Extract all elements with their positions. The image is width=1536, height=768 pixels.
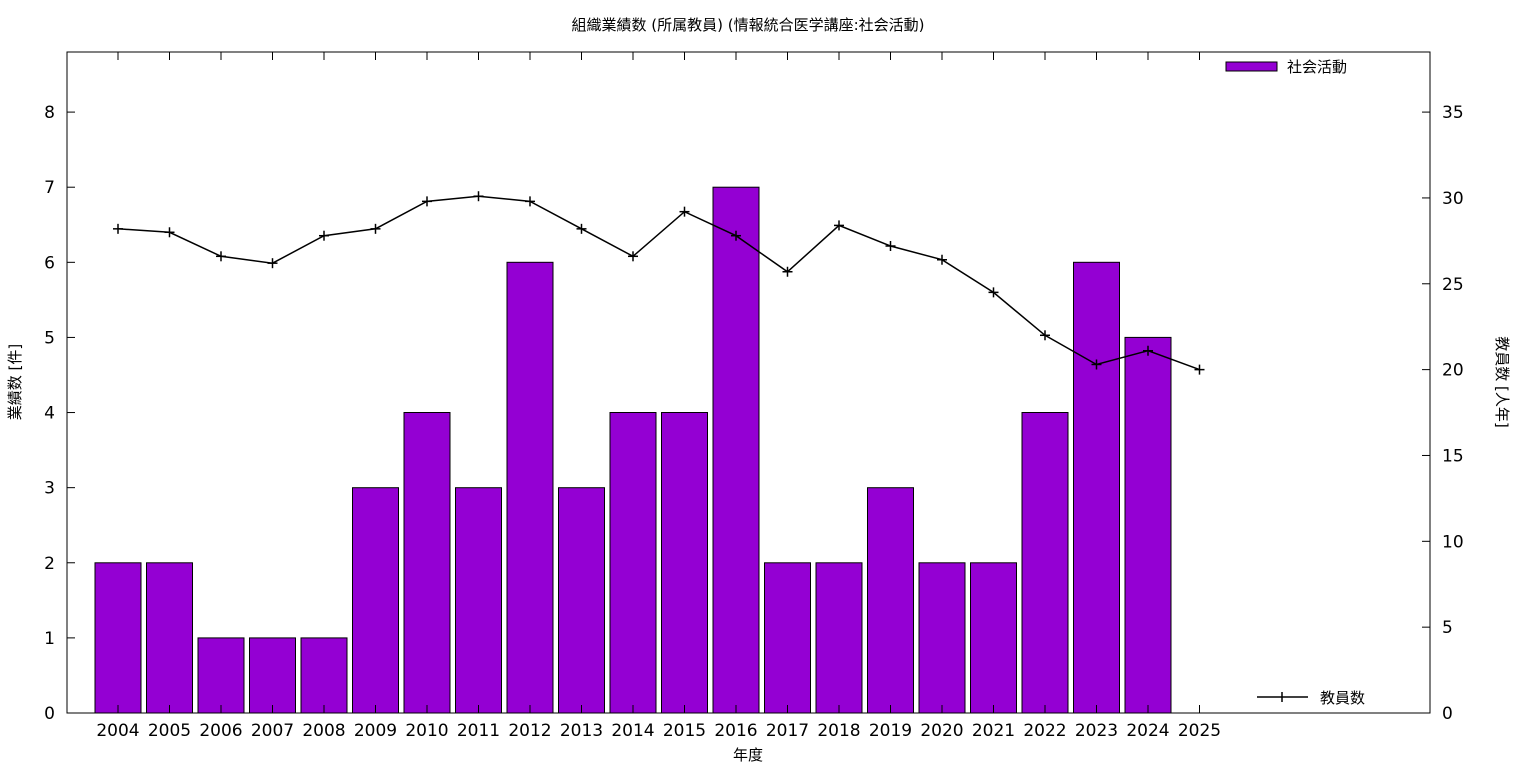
bar-2006: [197, 637, 245, 714]
x-tick-label: 2025: [1178, 721, 1221, 741]
line-point-2012: [525, 196, 535, 207]
bar-2005: [146, 562, 193, 714]
y-tick-label: 8: [44, 103, 55, 123]
legend-line-label: 教員数: [1320, 689, 1365, 707]
bar-2010: [403, 412, 451, 714]
y2-tick-label: 10: [1442, 532, 1464, 552]
legend-bar-label: 社会活動: [1287, 58, 1347, 76]
legend-line-entry: 教員数: [1257, 689, 1365, 707]
bar-2016: [712, 186, 760, 714]
line-point-2019: [885, 241, 896, 252]
chart-title: 組織業績数 (所属教員) (情報統合医学講座:社会活動): [571, 16, 924, 34]
line-point-2004: [113, 223, 123, 234]
line-point-2015: [679, 206, 690, 217]
line-point-2016: [731, 230, 741, 241]
y-tick-label: 2: [44, 554, 55, 574]
series-line: [117, 195, 1200, 371]
bar-2007: [249, 637, 296, 714]
line-point-2025: [1194, 364, 1205, 375]
x-tick-label: 2014: [611, 721, 654, 741]
x-tick-label: 2011: [457, 721, 500, 741]
x-tick-label: 2015: [663, 721, 706, 741]
x-tick-label: 2006: [199, 721, 242, 741]
y2-tick-label: 20: [1442, 361, 1464, 381]
bar-2013: [558, 487, 605, 714]
bar-2009: [352, 487, 399, 714]
x-tick-label: 2021: [972, 721, 1015, 741]
y-tick-label: 5: [44, 328, 55, 348]
line-point-2018: [834, 220, 844, 231]
y2-tick-label: 25: [1442, 275, 1464, 295]
line-point-2011: [473, 191, 484, 202]
x-tick-label: 2024: [1126, 721, 1169, 741]
x-tick-label: 2016: [714, 721, 757, 741]
line-point-2009: [370, 223, 381, 234]
x-tick-label: 2020: [920, 721, 963, 741]
bar-2018: [815, 562, 863, 714]
line-point-2008: [319, 230, 329, 241]
y2-tick-label: 5: [1442, 618, 1453, 638]
bar-2011: [455, 487, 502, 714]
bar-2020: [918, 562, 966, 714]
y2-tick-label: 0: [1442, 704, 1453, 724]
line-point-2007: [267, 258, 278, 269]
line-point-2023: [1091, 359, 1102, 370]
x-tick-label: 2018: [817, 721, 860, 741]
plot-frame: [66, 51, 1431, 714]
y-tick-label: 4: [44, 404, 55, 424]
y-axis-title: 業績数 [件]: [6, 344, 24, 420]
bar-2023: [1073, 261, 1120, 714]
x-tick-label: 2022: [1023, 721, 1066, 741]
bar-2012: [506, 261, 554, 714]
line-point-2006: [216, 251, 226, 262]
y-tick-label: 7: [44, 178, 55, 198]
y2-tick-label: 35: [1442, 103, 1464, 123]
bar-2004: [94, 562, 142, 714]
x-tick-label: 2010: [405, 721, 448, 741]
bar-2014: [609, 412, 657, 714]
y-tick-label: 6: [44, 253, 55, 273]
x-tick-label: 2013: [560, 721, 603, 741]
bar-2008: [300, 637, 348, 714]
line-point-2022: [1040, 330, 1050, 341]
x-tick-label: 2019: [869, 721, 912, 741]
line-point-2010: [422, 196, 432, 207]
x-tick-label: 2012: [508, 721, 551, 741]
x-tick-label: 2017: [766, 721, 809, 741]
x-tick-label: 2005: [148, 721, 191, 741]
y2-axis-title: 教員数 [人年]: [1493, 336, 1511, 427]
x-axis-title: 年度: [733, 746, 763, 764]
bar-2019: [867, 487, 914, 714]
line-point-2014: [628, 251, 638, 262]
y2-tick-label: 30: [1442, 189, 1464, 209]
x-tick-label: 2008: [302, 721, 345, 741]
bar-2021: [970, 562, 1017, 714]
x-tick-label: 2023: [1075, 721, 1118, 741]
bar-2015: [661, 412, 708, 714]
line-point-2024: [1143, 345, 1153, 356]
line-point-2017: [782, 266, 793, 277]
line-point-2005: [164, 227, 175, 238]
bar-2022: [1021, 412, 1069, 714]
line-point-2013: [576, 223, 587, 234]
line-point-2020: [937, 254, 947, 265]
bar-2017: [764, 562, 811, 714]
line-layer: [113, 191, 1205, 375]
legend-bar-swatch: [1225, 61, 1278, 72]
x-tick-label: 2009: [354, 721, 397, 741]
line-point-2021: [988, 287, 999, 298]
bar-2024: [1124, 336, 1172, 714]
y-tick-label: 3: [44, 479, 55, 499]
legend-bar-entry: 社会活動: [1225, 58, 1347, 76]
bars-layer: [94, 186, 1172, 714]
x-tick-label: 2007: [251, 721, 294, 741]
x-tick-label: 2004: [96, 721, 139, 741]
y2-tick-label: 15: [1442, 446, 1464, 466]
y-tick-label: 1: [44, 629, 55, 649]
y-tick-label: 0: [44, 704, 55, 724]
